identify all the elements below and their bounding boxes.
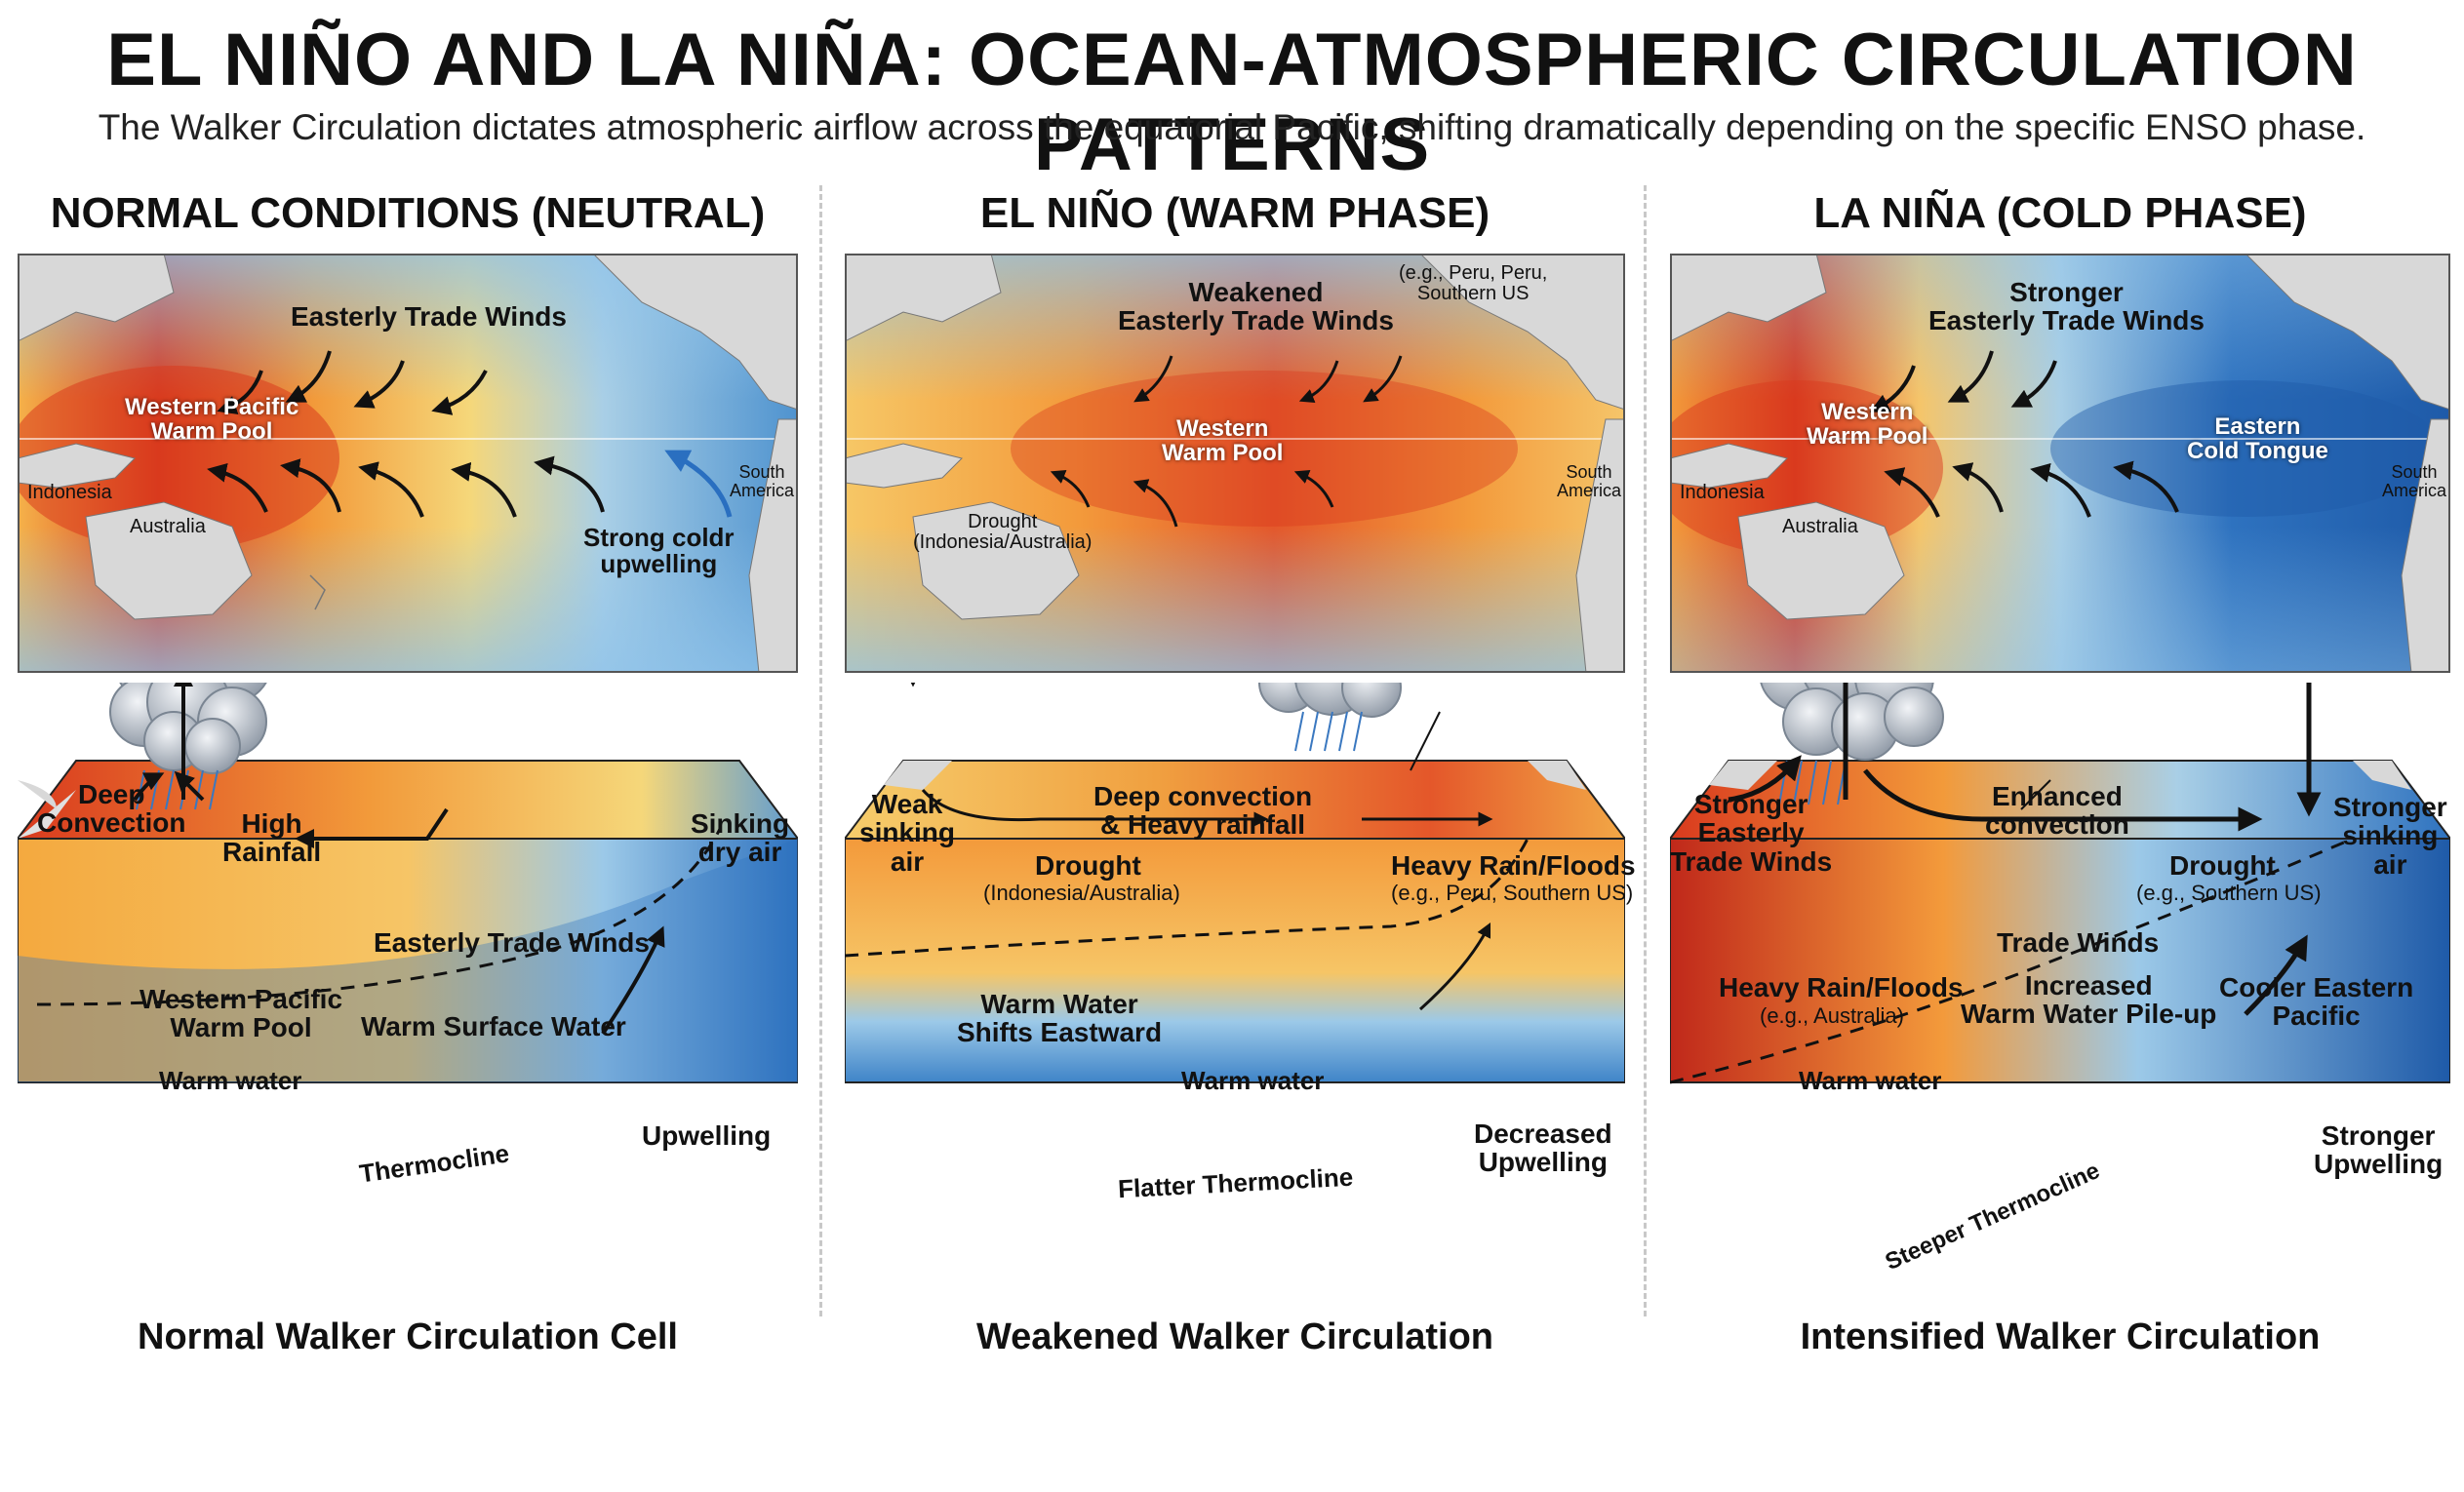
cross-drought-sub-label: (Indonesia/Australia): [983, 881, 1180, 905]
cross-warm-water-label: Warm water: [1181, 1066, 1325, 1095]
map-indonesia-label: Indonesia: [27, 482, 112, 503]
panel-divider: [819, 185, 822, 1316]
cross-section-elnino: [845, 683, 1625, 1083]
panel-title: LA NIÑA (COLD PHASE): [1813, 189, 2307, 237]
map-frame: [1670, 254, 2450, 673]
cross-sinking-label: Weak sinking air: [859, 789, 956, 877]
cross-upwelling-label: Decreased Upwelling: [1474, 1119, 1612, 1178]
cross-warm-pool-label: Western Pacific Warm Pool: [139, 984, 343, 1043]
map-australia-label: Australia: [1782, 516, 1858, 537]
cross-drought-label: Drought: [1035, 850, 1141, 881]
panel-caption: Normal Walker Circulation Cell: [138, 1316, 678, 1357]
panel-elnino: EL NIÑO (WARM PHASE) Weakened Easterly T…: [845, 185, 1636, 1365]
cross-pileup-label: Increased Warm Water Pile-up: [1961, 970, 2217, 1030]
cross-section-lanina: [1670, 683, 2450, 1084]
cross-winds-label: Easterly Trade Winds: [374, 927, 650, 958]
cross-convection-label: Enhanced convection: [1985, 781, 2129, 841]
map-south-america-label: South America: [1557, 462, 1622, 500]
cross-drought-sub-label: (e.g., Southern US): [2136, 881, 2322, 905]
cross-winds-strong-label: Stronger Easterly Trade Winds: [1670, 789, 1833, 877]
panel-caption: Weakened Walker Circulation: [975, 1316, 1494, 1357]
map-frame: [845, 254, 1625, 673]
cross-surface-label: Warm Surface Water: [361, 1011, 626, 1041]
cross-trade-label: Trade Winds: [1997, 927, 2160, 958]
map-warm-pool-label: Western Warm Pool: [1162, 415, 1284, 467]
cross-convection-label: Deep convection & Heavy rainfall: [1093, 781, 1313, 841]
map-winds-label: Easterly Trade Winds: [291, 301, 567, 332]
cross-floods-label: Heavy Rain/Floods: [1391, 850, 1636, 881]
map-frame: [18, 254, 798, 673]
cross-section-normal: [18, 683, 798, 1083]
cross-warm-water-label: Warm water: [1799, 1066, 1942, 1095]
map-warm-pool-label: Western Warm Pool: [1807, 399, 1928, 451]
map-south-america-label: South America: [2382, 462, 2447, 500]
cross-upwelling-label: Stronger Upwelling: [2314, 1120, 2444, 1180]
panel-title: NORMAL CONDITIONS (NEUTRAL): [50, 189, 766, 237]
cross-convection-label: Deep Convection: [37, 779, 186, 839]
cross-upwelling-label: Upwelling: [642, 1120, 772, 1151]
cross-drought-label: Drought: [2169, 850, 2276, 881]
cross-floods-sub-label: (e.g., Peru, Southern US): [1391, 881, 1634, 905]
map-cold-tongue-label: Eastern Cold Tongue: [2187, 413, 2328, 465]
cross-floods-sub-label: (e.g., Australia): [1760, 1003, 1904, 1028]
panel-normal: NORMAL CONDITIONS (NEUTRAL) Easterly Tra…: [18, 185, 798, 1365]
panel-divider: [1644, 185, 1647, 1316]
cross-sinking-label: Sinking dry air: [691, 808, 790, 868]
panel-caption: Intensified Walker Circulation: [1800, 1316, 2321, 1357]
map-example-label: (e.g., Peru, Peru, Southern US: [1399, 262, 1548, 304]
map-elnino: [845, 254, 1625, 673]
map-south-america-label: South America: [730, 462, 795, 500]
panel-lanina: LA NIÑA (COLD PHASE) Stronger Easterly T…: [1670, 185, 2450, 1365]
map-upwelling-label: Strong coldr upwelling: [583, 523, 735, 579]
page-title: EL NIÑO AND LA NIÑA: OCEAN-ATMOSPHERIC C…: [106, 19, 2358, 186]
cross-note: COOLER OCEAN, CHANGED GLOBAL WEATHER: [2061, 1242, 2437, 1301]
cross-shift-label: Warm Water Shifts Eastward: [957, 989, 1163, 1048]
map-drought-label: Drought (Indonesia/Australia): [913, 511, 1093, 553]
page-subtitle: The Walker Circulation dictates atmosphe…: [98, 107, 2366, 147]
cross-cooler-label: Cooler Eastern Pacific: [2219, 972, 2414, 1032]
cross-warm-water-label: Warm water: [159, 1066, 302, 1095]
panel-title: EL NIÑO (WARM PHASE): [979, 189, 1490, 237]
cross-rainfall-label: High Rainfall: [222, 808, 322, 868]
cross-note: WARMER OCEAN, WARMER OCEAN, CHANGED GLOB…: [1008, 1242, 1611, 1301]
map-winds-label: Stronger Easterly Trade Winds: [1928, 277, 2205, 336]
map-normal: [18, 254, 798, 673]
map-australia-label: Australia: [130, 516, 206, 537]
cross-floods-label: Heavy Rain/Floods: [1719, 972, 1964, 1002]
cross-sinking-label: Stronger sinking air: [2333, 792, 2447, 880]
map-lanina: [1670, 254, 2450, 673]
map-winds-label: Weakened Easterly Trade Winds: [1118, 277, 1394, 336]
map-indonesia-label: Indonesia: [1680, 482, 1765, 503]
map-warm-pool-label: Western Pacific Warm Pool: [125, 394, 299, 446]
